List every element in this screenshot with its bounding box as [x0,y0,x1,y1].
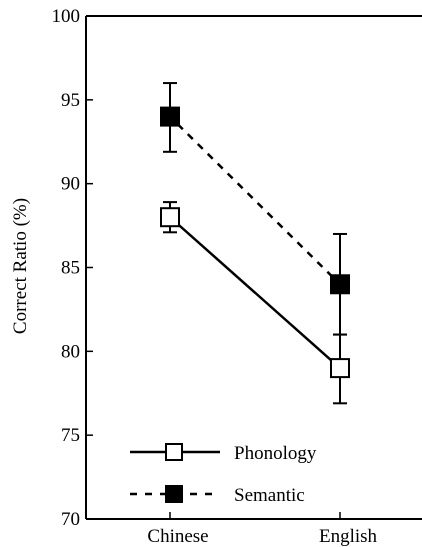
series-phonology [160,201,350,405]
series-layer [160,82,350,405]
y-tick-label-6: 100 [52,6,81,27]
x-tick-label-1: English [319,526,378,547]
series-semantic [160,82,350,336]
data-point-phonology-0 [160,207,180,228]
y-tick-label-0: 70 [61,509,80,530]
series-line-semantic [176,123,334,278]
data-point-phonology-1 [330,358,350,379]
legend-label-semantic: Semantic [234,485,305,506]
y-axis-label: Correct Ratio (%) [10,198,31,334]
x-tick-label-0: Chinese [147,526,208,547]
data-point-semantic-0 [160,106,180,127]
y-tick-label-1: 75 [61,425,80,446]
legend: Phonology Semantic [130,443,317,506]
series-line-phonology [177,223,333,362]
y-tick-label-3: 85 [61,258,80,279]
y-tick-label-2: 80 [61,341,80,362]
legend-marker-semantic [165,485,183,503]
legend-label-phonology: Phonology [234,443,317,464]
data-point-semantic-1 [330,274,350,295]
y-tick-label-4: 90 [61,174,80,195]
legend-marker-phonology [165,443,183,461]
axes: 70 75 80 85 90 95 100 Chinese English [52,6,422,547]
y-tick-label-5: 95 [61,90,80,111]
